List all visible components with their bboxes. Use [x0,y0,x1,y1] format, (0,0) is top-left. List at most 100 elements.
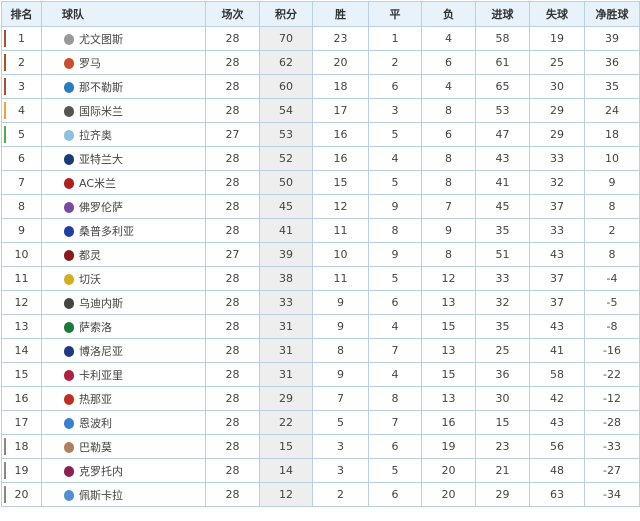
team-name[interactable]: 卡利亚里 [79,368,123,382]
played-cell: 28 [205,194,260,219]
table-row: 15 卡利亚里 28 31 9 4 15 36 58 -22 [1,362,640,387]
w-cell: 10 [312,242,369,267]
header-losses[interactable]: 负 [421,1,476,27]
header-goals-for[interactable]: 进球 [475,1,530,27]
played-cell: 28 [205,434,260,459]
played-cell: 27 [205,242,260,267]
ga-cell: 29 [529,98,585,123]
team-name[interactable]: 桑普多利亚 [79,224,134,238]
ga-cell: 33 [529,218,585,243]
gf-cell: 65 [475,74,530,99]
points-cell: 14 [259,458,313,483]
ga-cell: 30 [529,74,585,99]
table-row: 18 巴勒莫 28 15 3 6 19 23 56 -33 [1,434,640,459]
team-name[interactable]: 切沃 [79,272,101,286]
gd-cell: 8 [584,194,640,219]
table-row: 14 博洛尼亚 28 31 8 7 13 25 41 -16 [1,338,640,363]
team-cell: 那不勒斯 [41,74,206,99]
team-logo-icon [64,466,74,477]
l-cell: 13 [421,386,476,411]
team-cell: 切沃 [41,266,206,291]
gf-cell: 32 [475,290,530,315]
l-cell: 4 [421,26,476,51]
d-cell: 9 [368,242,422,267]
points-cell: 52 [259,146,313,171]
header-wins[interactable]: 胜 [312,1,369,27]
team-name[interactable]: 佛罗伦萨 [79,200,123,214]
rank-cell: 7 [1,170,42,195]
team-name[interactable]: 亚特兰大 [79,152,123,166]
zone-indicator [4,222,6,239]
rank: 15 [14,368,29,381]
team-name[interactable]: 拉齐奥 [79,128,112,142]
rank-cell: 3 [1,74,42,99]
team-logo-icon [64,178,74,189]
ga-cell: 37 [529,266,585,291]
table-row: 9 桑普多利亚 28 41 11 8 9 35 33 2 [1,218,640,243]
team-name[interactable]: 热那亚 [79,392,112,406]
rank-cell: 20 [1,482,42,507]
team-name[interactable]: 乌迪内斯 [79,296,123,310]
header-goals-against[interactable]: 失球 [529,1,585,27]
team-cell: 恩波利 [41,410,206,435]
team-name[interactable]: 尤文图斯 [79,32,123,46]
gd-cell: 24 [584,98,640,123]
header-played[interactable]: 场次 [205,1,260,27]
ga-cell: 37 [529,194,585,219]
played-cell: 28 [205,98,260,123]
gd-cell: 2 [584,218,640,243]
points-cell: 12 [259,482,313,507]
rank-cell: 11 [1,266,42,291]
team-logo-icon [64,370,74,381]
team-name[interactable]: 都灵 [79,248,101,262]
gf-cell: 15 [475,410,530,435]
points-cell: 60 [259,74,313,99]
header-goal-difference[interactable]: 净胜球 [584,1,640,27]
team-logo-icon [64,82,74,93]
team-name[interactable]: 国际米兰 [79,104,123,118]
team-name[interactable]: 巴勒莫 [79,440,112,454]
gd-cell: -34 [584,482,640,507]
played-cell: 28 [205,458,260,483]
rank-cell: 12 [1,290,42,315]
points-cell: 31 [259,314,313,339]
d-cell: 7 [368,410,422,435]
gf-cell: 21 [475,458,530,483]
zone-indicator [4,126,6,143]
zone-indicator [4,30,6,47]
team-logo-icon [64,34,74,45]
gf-cell: 23 [475,434,530,459]
zone-indicator [4,486,6,503]
played-cell: 28 [205,338,260,363]
l-cell: 8 [421,146,476,171]
zone-indicator [4,270,6,287]
header-draws[interactable]: 平 [368,1,422,27]
team-name[interactable]: 萨索洛 [79,320,112,334]
team-logo-icon [64,58,74,69]
l-cell: 20 [421,482,476,507]
table-row: 8 佛罗伦萨 28 45 12 9 7 45 37 8 [1,194,640,219]
gd-cell: 18 [584,122,640,147]
table-row: 11 切沃 28 38 11 5 12 33 37 -4 [1,266,640,291]
team-name[interactable]: AC米兰 [79,176,117,190]
l-cell: 6 [421,50,476,75]
header-rank[interactable]: 排名 [1,1,42,27]
ga-cell: 43 [529,314,585,339]
team-name[interactable]: 克罗托内 [79,464,123,478]
team-cell: 热那亚 [41,386,206,411]
team-name[interactable]: 佩斯卡拉 [79,488,123,502]
team-name[interactable]: 恩波利 [79,416,112,430]
team-name[interactable]: 博洛尼亚 [79,344,123,358]
header-team[interactable]: 球队 [41,1,206,27]
w-cell: 11 [312,266,369,291]
header-points[interactable]: 积分 [259,1,313,27]
zone-indicator [4,102,6,119]
d-cell: 4 [368,146,422,171]
played-cell: 28 [205,482,260,507]
table-row: 13 萨索洛 28 31 9 4 15 35 43 -8 [1,314,640,339]
rank: 19 [14,464,29,477]
w-cell: 11 [312,218,369,243]
points-cell: 45 [259,194,313,219]
team-name[interactable]: 那不勒斯 [79,80,123,94]
team-name[interactable]: 罗马 [79,56,101,70]
